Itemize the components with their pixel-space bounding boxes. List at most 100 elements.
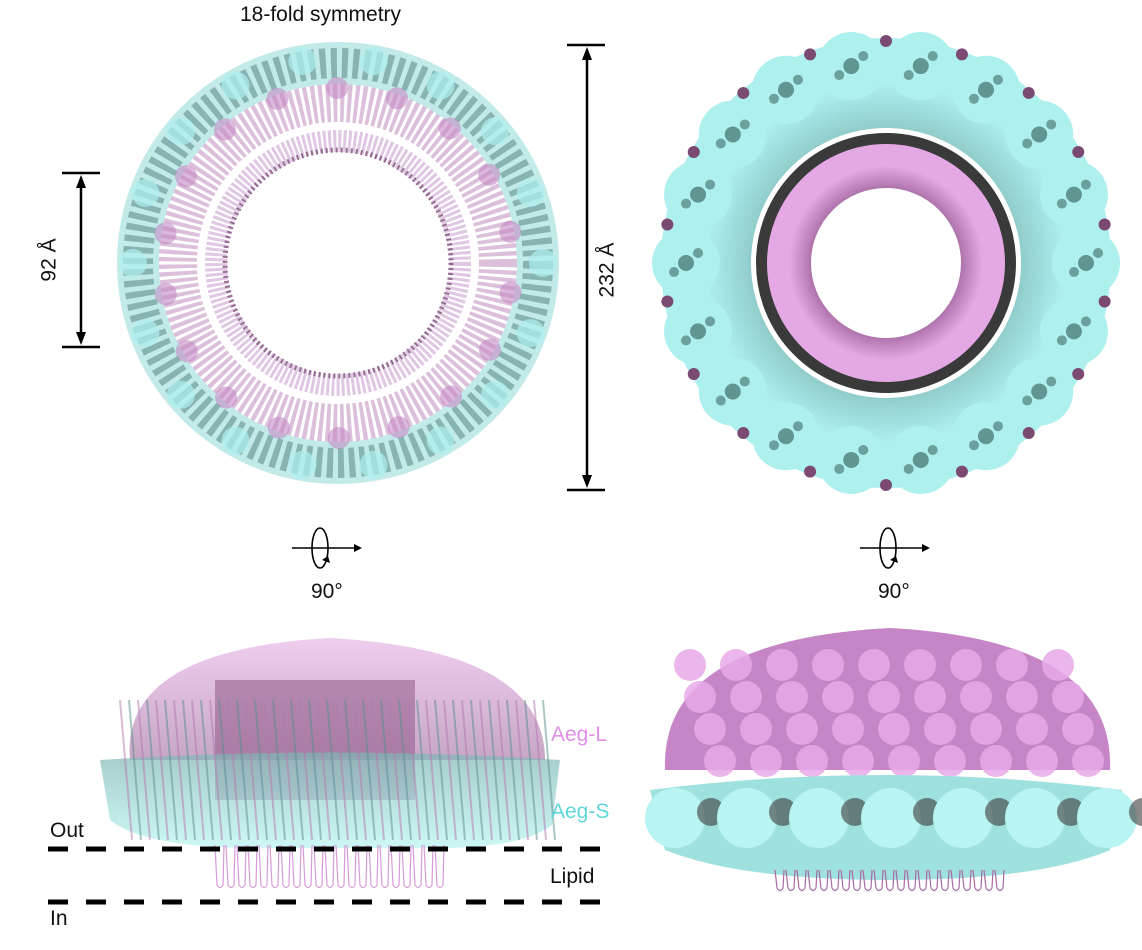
texture-mark [927,51,938,62]
texture-mark [200,699,214,841]
texture-mark [832,713,864,745]
texture-mark [335,844,346,889]
inner-diameter-bar [62,171,100,349]
texture-mark [730,681,762,713]
texture-mark [269,844,280,889]
texture-mark [687,368,700,380]
texture-mark [880,479,892,491]
texture-mark [694,713,726,745]
inner-diameter-label: 92 Å [37,238,61,282]
texture-mark [704,745,736,777]
texture-mark [470,699,484,841]
texture-mark [1065,186,1082,203]
texture-mark [1022,86,1035,99]
texture-mark [917,869,928,892]
texture-mark [1093,248,1103,258]
texture-mark [914,681,946,713]
texture-mark [529,249,557,277]
texture-mark [1006,681,1038,713]
texture-mark [146,699,160,841]
texture-mark [740,713,772,745]
texture-mark [401,844,412,889]
texture-mark [829,869,840,892]
texture-mark [389,699,403,841]
texture-mark [524,699,538,841]
top-view-surface-model [652,32,1120,494]
texture-mark [357,844,368,889]
texture-mark [661,218,674,231]
texture-mark [766,649,798,681]
texture-mark [379,844,390,889]
texture-mark [960,681,992,713]
texture-mark [452,699,466,841]
texture-mark [796,745,828,777]
texture-mark [674,649,706,681]
texture-mark [750,745,782,777]
texture-mark [380,699,394,841]
texture-mark [739,119,750,130]
texture-mark [155,699,169,841]
texture-mark [313,844,324,889]
rotation-label-right: 90° [878,580,910,603]
texture-mark [715,138,726,149]
texture-mark [884,869,895,892]
texture-mark [128,699,142,841]
texture-mark [390,844,401,889]
texture-mark [737,86,750,99]
texture-mark [426,426,455,455]
texture-mark [434,844,445,889]
texture-mark [834,70,845,81]
texture-mark [895,869,906,892]
texture-mark [290,699,304,841]
texture-mark [1031,126,1048,143]
rotate-90-icon [860,527,930,569]
aeg-l-label: Aeg-L [551,723,608,746]
texture-mark [221,71,250,100]
texture-mark [308,699,322,841]
texture-mark [776,681,808,713]
texture-mark [842,745,874,777]
texture-mark [438,117,461,140]
texture-mark [950,869,961,892]
texture-mark [221,426,250,455]
texture-mark [681,198,692,209]
texture-mark [353,699,367,841]
texture-mark [687,146,700,158]
texture-mark [335,699,349,841]
texture-mark [225,844,236,889]
texture-mark [164,699,178,841]
texture-mark [362,699,376,841]
texture-mark [669,267,679,277]
texture-mark [267,416,290,439]
texture-mark [903,70,914,81]
texture-mark [878,713,910,745]
texture-mark [1098,218,1111,231]
texture-mark [906,869,917,892]
texture-mark [1042,649,1074,681]
texture-mark [218,699,232,841]
texture-mark [924,713,956,745]
texture-mark [737,427,750,440]
texture-mark [245,699,259,841]
texture-mark [387,416,410,439]
texture-mark [516,319,545,348]
texture-mark [1069,267,1079,277]
texture-mark [678,255,694,271]
texture-mark [215,386,238,409]
texture-mark [928,869,939,892]
texture-mark [434,699,448,841]
texture-mark [288,47,317,76]
texture-mark [862,869,873,892]
texture-mark [888,745,920,777]
texture-mark [851,869,862,892]
texture-mark [266,87,289,110]
texture-mark [1072,368,1085,380]
texture-mark [1046,376,1057,387]
texture-mark [950,649,982,681]
texture-mark [344,699,358,841]
texture-mark [1080,179,1091,190]
texture-mark [690,323,707,340]
texture-mark [785,869,796,892]
texture-mark [327,426,350,449]
